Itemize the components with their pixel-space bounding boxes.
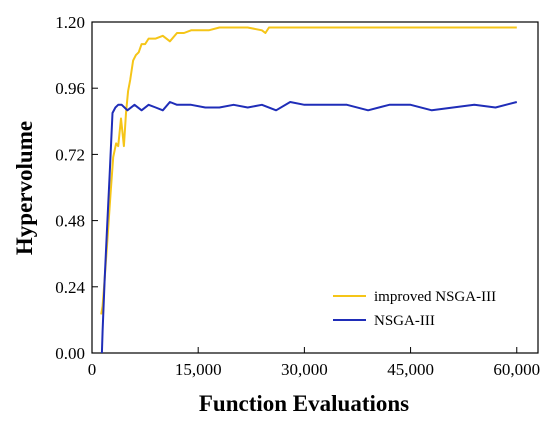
x-tick-label: 30,000 — [281, 360, 328, 379]
x-axis-title: Function Evaluations — [199, 391, 409, 416]
x-axis-ticks: 0 15,000 30,000 45,000 60,000 — [88, 347, 540, 379]
series-line-nsga-iii — [100, 101, 518, 354]
x-tick-label: 0 — [88, 360, 97, 379]
x-tick-label: 60,000 — [493, 360, 540, 379]
y-tick-label: 0.00 — [55, 344, 85, 363]
y-tick-label: 0.96 — [55, 79, 85, 98]
series-line-improved-nsga-iii — [100, 26, 517, 315]
y-tick-label: 1.20 — [55, 13, 85, 32]
legend-label-nsga-iii: NSGA-III — [374, 313, 435, 329]
y-axis-ticks: 0.00 0.24 0.48 0.72 0.96 1.20 — [55, 13, 98, 363]
y-tick-label: 0.24 — [55, 278, 85, 297]
x-tick-label: 45,000 — [387, 360, 434, 379]
y-axis-title: Hypervolume — [12, 121, 37, 255]
plot-frame — [91, 21, 539, 354]
legend-label-improved-nsga-iii: improved NSGA-III — [374, 289, 496, 305]
series-layer — [100, 26, 518, 354]
y-tick-label: 0.48 — [55, 212, 85, 231]
x-tick-label: 15,000 — [175, 360, 222, 379]
y-tick-label: 0.72 — [55, 145, 85, 164]
legend: improved NSGA-III NSGA-III — [333, 289, 496, 329]
